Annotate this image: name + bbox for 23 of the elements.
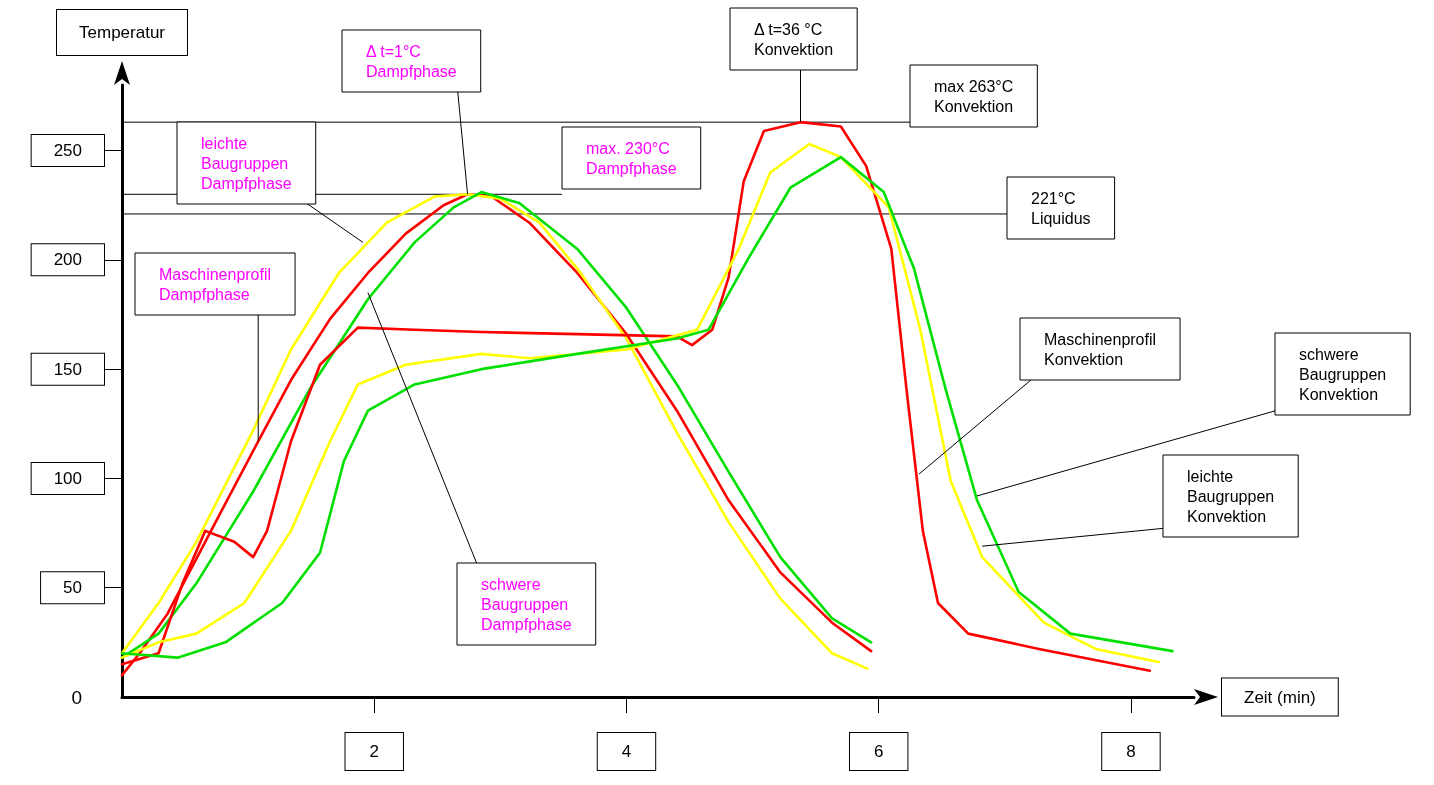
- y-tick-label: 150: [53, 359, 82, 379]
- x-tick-label: 6: [873, 742, 884, 761]
- y-tick-label: 200: [53, 250, 82, 270]
- ref-line-label: 221°C Liquidus: [1031, 189, 1091, 227]
- x-axis-title: Zeit (min): [1244, 687, 1316, 707]
- annotation: schwere Baugruppen Konvektion: [1299, 345, 1387, 403]
- annotation: schwere Baugruppen Dampfphase: [481, 575, 572, 633]
- annotation: Δ t=1°C Dampfphase: [366, 42, 457, 80]
- y-axis-title: Temperatur: [79, 23, 166, 42]
- annotation: leichte Baugruppen Dampfphase: [201, 134, 292, 192]
- y-tick-label: 250: [53, 141, 82, 161]
- annotation: leichte Baugruppen Konvektion: [1187, 467, 1275, 525]
- x-tick-label: 2: [369, 742, 379, 761]
- x-tick-label: 4: [621, 742, 632, 761]
- ref-line-label: max 263°C Konvektion: [934, 77, 1014, 115]
- y-tick-label: 100: [53, 468, 82, 488]
- y-tick-label: 0: [71, 686, 82, 708]
- annotation: Maschinenprofil Konvektion: [1044, 330, 1157, 368]
- annotation: Maschinenprofil Dampfphase: [159, 265, 272, 303]
- y-tick-label: 50: [63, 578, 82, 598]
- x-tick-label: 8: [1126, 742, 1136, 761]
- annotation: Δ t=36 °C Konvektion: [754, 20, 834, 58]
- ref-line-label: max. 230°C Dampfphase: [586, 139, 677, 177]
